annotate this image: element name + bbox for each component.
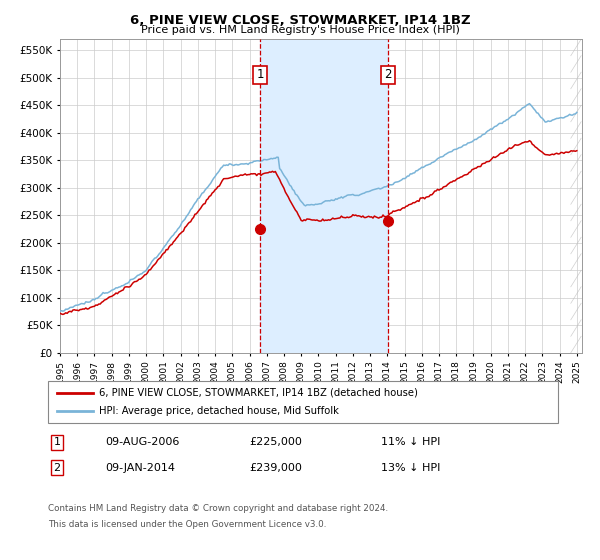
Text: HPI: Average price, detached house, Mid Suffolk: HPI: Average price, detached house, Mid … [99,406,339,416]
Text: Contains HM Land Registry data © Crown copyright and database right 2024.: Contains HM Land Registry data © Crown c… [48,504,388,513]
Text: 1: 1 [256,68,264,81]
Text: Price paid vs. HM Land Registry's House Price Index (HPI): Price paid vs. HM Land Registry's House … [140,25,460,35]
Text: 6, PINE VIEW CLOSE, STOWMARKET, IP14 1BZ (detached house): 6, PINE VIEW CLOSE, STOWMARKET, IP14 1BZ… [99,388,418,398]
Text: 2: 2 [53,463,61,473]
Text: £225,000: £225,000 [249,437,302,447]
Text: 09-AUG-2006: 09-AUG-2006 [105,437,179,447]
Text: This data is licensed under the Open Government Licence v3.0.: This data is licensed under the Open Gov… [48,520,326,529]
Bar [260,39,388,353]
Text: 11% ↓ HPI: 11% ↓ HPI [381,437,440,447]
Text: 1: 1 [53,437,61,447]
Text: 6, PINE VIEW CLOSE, STOWMARKET, IP14 1BZ: 6, PINE VIEW CLOSE, STOWMARKET, IP14 1BZ [130,14,470,27]
Text: 13% ↓ HPI: 13% ↓ HPI [381,463,440,473]
Text: 09-JAN-2014: 09-JAN-2014 [105,463,175,473]
Text: 2: 2 [384,68,392,81]
Text: £239,000: £239,000 [249,463,302,473]
